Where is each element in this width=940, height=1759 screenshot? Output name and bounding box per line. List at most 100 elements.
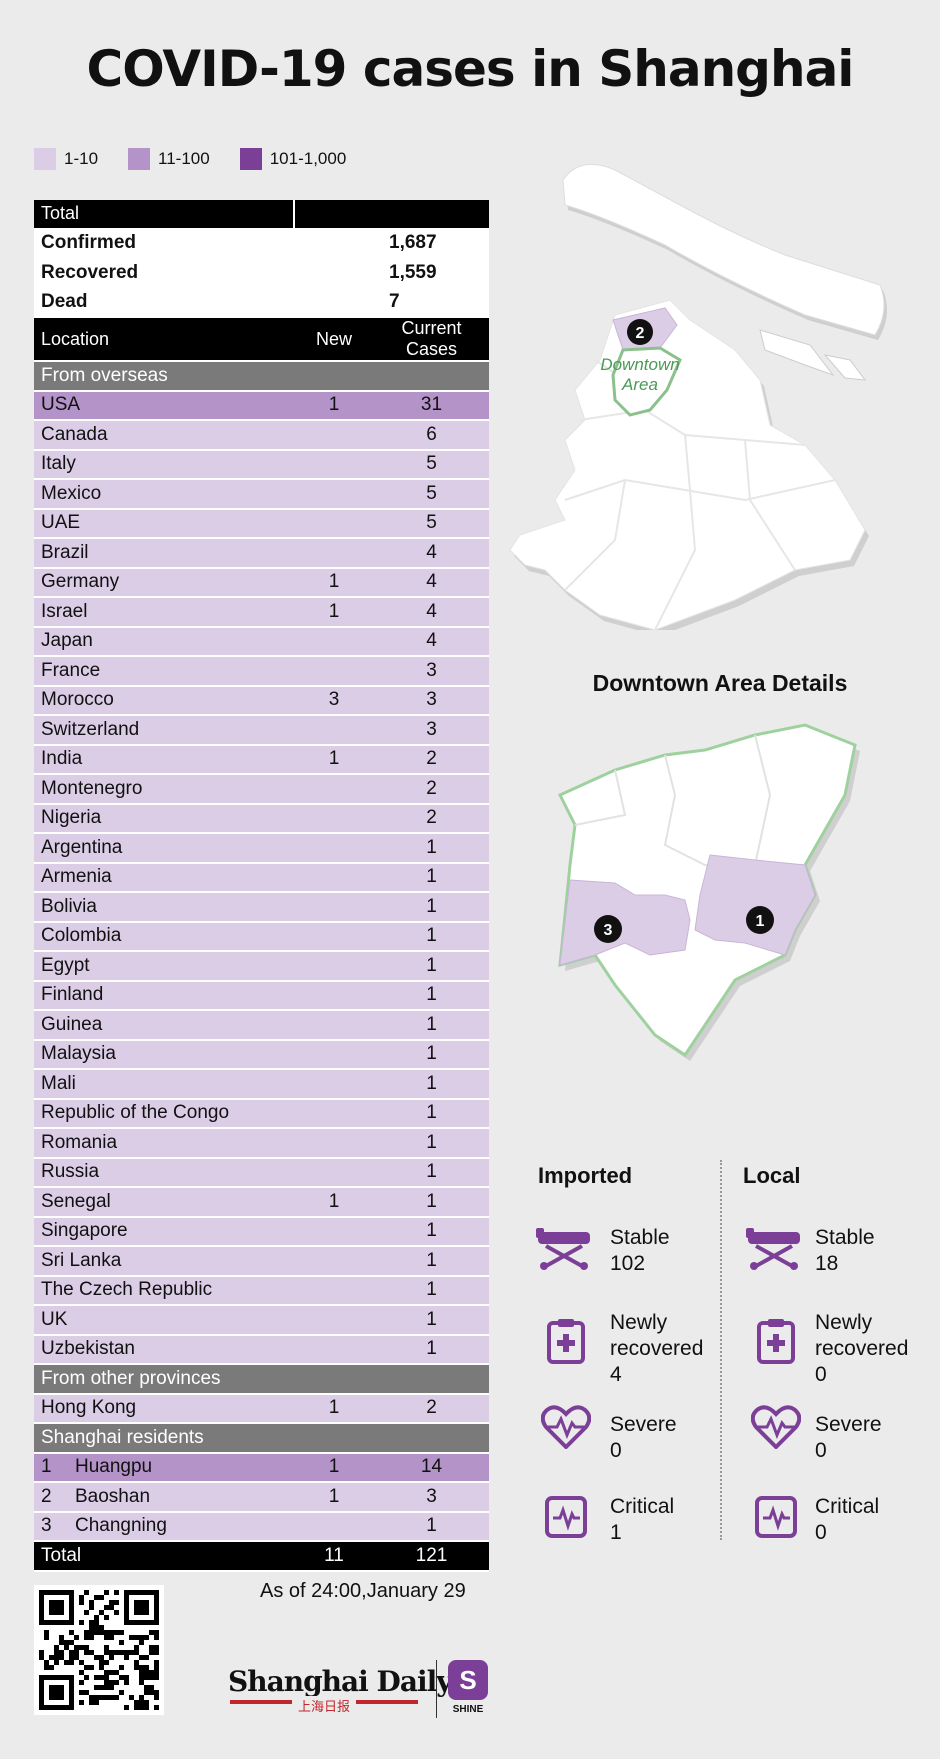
location-name: Argentina (41, 836, 123, 858)
table-row: Uzbekistan 1 (34, 1334, 489, 1365)
table-row: Singapore 1 (34, 1216, 489, 1247)
medical-clipboard-icon (757, 1319, 795, 1364)
shanghai-map: 2 Downtown Area (509, 163, 887, 630)
new-cases-cell: 1 (294, 1452, 374, 1483)
location-cell: Armenia (34, 862, 294, 893)
location-cell: The Czech Republic (34, 1275, 294, 1306)
location-name: Changning (75, 1515, 167, 1537)
section-header-row: From overseas (34, 361, 489, 392)
summary-row: Recovered 1,559 (34, 258, 489, 289)
imported-critical: Critical 1 (610, 1495, 675, 1544)
new-cases-cell (294, 1157, 374, 1188)
new-cases-cell: 3 (294, 685, 374, 716)
location-cell: Hong Kong (34, 1393, 294, 1424)
location-cell: Nigeria (34, 803, 294, 834)
table-row: Sri Lanka 1 (34, 1246, 489, 1277)
map-marker-3-label: 3 (604, 922, 613, 939)
current-cases-cell: 1 (374, 1305, 489, 1336)
current-cases-cell: 3 (374, 656, 489, 687)
location-name: The Czech Republic (41, 1279, 213, 1301)
table-row: Guinea 1 (34, 1010, 489, 1041)
legend-swatch-2 (128, 148, 151, 170)
location-cell: Sri Lanka (34, 1246, 294, 1277)
location-cell: Senegal (34, 1187, 294, 1218)
table-row: Switzerland 3 (34, 715, 489, 746)
table-row: India 1 2 (34, 744, 489, 775)
location-name: Malaysia (41, 1043, 116, 1065)
location-cell: Uzbekistan (34, 1334, 294, 1365)
location-cell: Brazil (34, 538, 294, 569)
location-cell: Mali (34, 1069, 294, 1100)
current-cases-cell: 1 (374, 1246, 489, 1277)
section-title: Shanghai residents (34, 1423, 489, 1454)
total-header-label: Total (34, 200, 294, 230)
location-name: Singapore (41, 1220, 128, 1242)
column-header-current: Current Cases (374, 317, 489, 362)
summary-value: 7 (374, 287, 489, 318)
summary-label: Confirmed (34, 228, 374, 259)
new-cases-cell: 1 (294, 1482, 374, 1513)
location-name: Huangpu (75, 1456, 153, 1478)
footer-divider (436, 1660, 437, 1718)
new-cases-cell (294, 715, 374, 746)
location-name: Republic of the Congo (41, 1102, 230, 1124)
cases-table: Total Confirmed 1,687 Recovered 1,559 Dead 7 Lo… (34, 200, 489, 1572)
section-title: From overseas (34, 361, 489, 392)
table-row: The Czech Republic 1 (34, 1275, 489, 1306)
location-name: UK (41, 1308, 68, 1330)
location-cell: Republic of the Congo (34, 1098, 294, 1129)
location-cell: UK (34, 1305, 294, 1336)
location-name: Bolivia (41, 895, 97, 917)
current-cases-cell: 1 (374, 1511, 489, 1542)
current-cases-cell: 1 (374, 1069, 489, 1100)
location-name: France (41, 659, 101, 681)
summary-label: Recovered (34, 258, 374, 289)
location-name: Nigeria (41, 807, 102, 829)
imported-recovered: Newly recovered 4 (610, 1311, 704, 1386)
current-cases-cell: 4 (374, 626, 489, 657)
map-marker-2 (627, 319, 653, 345)
new-cases-cell (294, 774, 374, 805)
location-cell: Switzerland (34, 715, 294, 746)
current-cases-cell: 1 (374, 921, 489, 952)
changxing-island (759, 329, 835, 377)
new-cases-cell (294, 1511, 374, 1542)
new-cases-cell (294, 803, 374, 834)
district-number: 1 (41, 1456, 52, 1478)
table-row: UAE 5 (34, 508, 489, 539)
new-cases-cell (294, 1098, 374, 1129)
location-cell: Guinea (34, 1010, 294, 1041)
location-name: Japan (41, 630, 93, 652)
current-cases-cell: 1 (374, 1039, 489, 1070)
legend-item-1: 1-10 (34, 148, 98, 170)
stretcher-icon (746, 1228, 800, 1270)
location-cell: Morocco (34, 685, 294, 716)
new-cases-cell: 1 (294, 390, 374, 421)
downtown-label-line2: Area (621, 375, 658, 394)
current-cases-cell: 5 (374, 508, 489, 539)
section-header-row: Shanghai residents (34, 1423, 489, 1454)
location-name: Baoshan (75, 1485, 151, 1507)
location-name: Colombia (41, 925, 122, 947)
location-cell: Finland (34, 980, 294, 1011)
shine-label: SHINE (452, 1704, 484, 1715)
shanghai-daily-logo: Shanghai Daily (228, 1665, 453, 1698)
location-cell: 1 Huangpu (34, 1452, 294, 1483)
map-marker-3 (594, 915, 622, 943)
new-cases-cell: 1 (294, 1393, 374, 1424)
qr-code[interactable] (34, 1585, 164, 1715)
current-cases-cell: 2 (374, 1393, 489, 1424)
location-name: Italy (41, 453, 76, 475)
table-row: Armenia 1 (34, 862, 489, 893)
new-cases-cell (294, 862, 374, 893)
location-name: Hong Kong (41, 1397, 137, 1419)
location-cell: Russia (34, 1157, 294, 1188)
location-cell: USA (34, 390, 294, 421)
summary-row: Dead 7 (34, 287, 489, 318)
location-name: Israel (41, 600, 88, 622)
local-severe: Severe 0 (815, 1413, 882, 1462)
location-cell: Israel (34, 597, 294, 628)
summary-row: Confirmed 1,687 (34, 228, 489, 259)
current-cases-cell: 1 (374, 892, 489, 923)
map-marker-2-label: 2 (636, 325, 645, 342)
